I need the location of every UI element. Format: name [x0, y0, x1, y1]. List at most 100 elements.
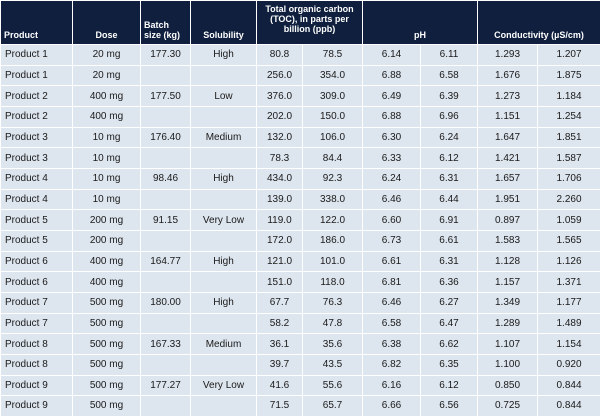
table-cell: 1.489 — [537, 312, 600, 335]
table-cell: 6.36 — [420, 271, 479, 293]
table-cell: 0.844 — [537, 374, 600, 397]
table-cell: 35.6 — [301, 333, 364, 355]
table-cell: 6.58 — [420, 64, 479, 87]
table-cell: 6.96 — [420, 105, 479, 128]
table-cell: 1.587 — [537, 147, 600, 169]
table-cell — [190, 188, 257, 211]
table-cell: 1.706 — [537, 167, 600, 190]
table-cell: 6.47 — [420, 312, 479, 335]
table-cell: 6.81 — [362, 271, 422, 293]
table-cell: Product 4 — [0, 167, 73, 190]
table-cell: 84.4 — [301, 147, 364, 169]
table-cell: 78.5 — [301, 44, 364, 66]
header-cell: Dose — [72, 0, 141, 45]
table-cell: 6.31 — [420, 250, 479, 273]
table-cell: 172.0 — [256, 229, 303, 252]
table-cell: Product 5 — [0, 209, 73, 231]
table-cell: 6.56 — [420, 395, 479, 416]
table-cell: Product 5 — [0, 229, 73, 252]
table-cell: 55.6 — [301, 374, 364, 397]
table-cell: 6.73 — [362, 229, 422, 252]
table-cell: 6.16 — [362, 374, 422, 397]
table-cell: 41.6 — [256, 374, 303, 397]
table-cell: 434.0 — [256, 167, 303, 190]
table-cell: 354.0 — [301, 64, 364, 87]
table-cell: 500 mg — [72, 374, 141, 397]
table-row: Product 3 10 mg 78.3 84.4 6.33 6.12 1.421 1.587 — [0, 147, 600, 169]
table-cell: 6.91 — [420, 209, 479, 231]
table-cell: 10 mg — [72, 147, 141, 169]
table-row: Product 1 20 mg 256.0 354.0 6.88 6.58 1.676 1.8… — [0, 64, 600, 87]
table-cell — [140, 105, 191, 128]
table-cell: High — [190, 167, 257, 190]
table-cell — [140, 188, 191, 211]
table-cell: 177.27 — [140, 374, 191, 397]
table-row: Product 2 400 mg 202.0 150.0 6.88 6.96 1.151 1.… — [0, 105, 600, 128]
table-cell: 76.3 — [301, 291, 364, 314]
table-cell: 164.77 — [140, 250, 191, 273]
table-cell: 150.0 — [301, 105, 364, 128]
header-cell: Solubility — [190, 0, 257, 45]
table-cell — [140, 353, 191, 376]
table-header: Product Dose Batch size (kg) Solubility … — [0, 0, 600, 45]
table-cell — [190, 353, 257, 376]
table-cell: 106.0 — [301, 126, 364, 149]
table-cell: 1.154 — [537, 333, 600, 355]
table-cell: Product 8 — [0, 333, 73, 355]
table-row: Product 4 10 mg 139.0 338.0 6.46 6.44 1.951 2.2… — [0, 188, 600, 211]
table-row: Product 9 500 mg 71.5 65.7 6.66 6.56 0.725 0.84… — [0, 395, 600, 416]
table-cell: 500 mg — [72, 395, 141, 416]
table-cell — [190, 312, 257, 335]
table-row: Product 3 10 mg 176.40 Medium 132.0 106.0 6.30… — [0, 126, 600, 149]
table-cell: 119.0 — [256, 209, 303, 231]
table-cell: Product 1 — [0, 44, 73, 66]
table-cell: 6.61 — [420, 229, 479, 252]
table-cell: 400 mg — [72, 271, 141, 293]
table-cell: Medium — [190, 126, 257, 149]
table-cell: 200 mg — [72, 209, 141, 231]
table-cell: 6.35 — [420, 353, 479, 376]
table-cell: 400 mg — [72, 85, 141, 107]
table-cell: Very Low — [190, 374, 257, 397]
table-cell: 78.3 — [256, 147, 303, 169]
table-cell — [140, 229, 191, 252]
table-cell: Low — [190, 85, 257, 107]
table-cell: 177.50 — [140, 85, 191, 107]
table-cell: 1.647 — [477, 126, 539, 149]
table-cell: 6.46 — [362, 291, 422, 314]
table-cell: 400 mg — [72, 250, 141, 273]
table-row: Product 5 200 mg 172.0 186.0 6.73 6.61 1.583 1.… — [0, 229, 600, 252]
table-cell — [140, 64, 191, 87]
table-cell — [190, 271, 257, 293]
table-row: Product 8 500 mg 39.7 43.5 6.82 6.35 1.100 0.92… — [0, 353, 600, 376]
table-cell: 1.273 — [477, 85, 539, 107]
header-cell: Product — [0, 0, 73, 45]
table-row: Product 7 500 mg 180.00 High 67.7 76.3 6.46 6.2… — [0, 291, 600, 314]
table-row: Product 9 500 mg 177.27 Very Low 41.6 55.6 6.1… — [0, 374, 600, 397]
table-cell: 256.0 — [256, 64, 303, 87]
table-cell — [190, 105, 257, 128]
table-cell: High — [190, 44, 257, 66]
table-cell: 1.583 — [477, 229, 539, 252]
table-cell: 6.82 — [362, 353, 422, 376]
table-cell: 132.0 — [256, 126, 303, 149]
table-cell — [140, 271, 191, 293]
table-cell: 39.7 — [256, 353, 303, 376]
table-cell — [190, 229, 257, 252]
table-cell: Very Low — [190, 209, 257, 231]
table-cell: 1.254 — [537, 105, 600, 128]
table-cell: Product 1 — [0, 64, 73, 87]
table-cell: 58.2 — [256, 312, 303, 335]
table-row: Product 5 200 mg 91.15 Very Low 119.0 122.0 6.… — [0, 209, 600, 231]
table-cell: 1.349 — [477, 291, 539, 314]
table-row: Product 8 500 mg 167.33 Medium 36.1 35.6 6.38 6… — [0, 333, 600, 355]
table-cell: 20 mg — [72, 64, 141, 87]
table-cell: 1.657 — [477, 167, 539, 190]
table-cell: 500 mg — [72, 353, 141, 376]
table-cell: 151.0 — [256, 271, 303, 293]
table-cell: 6.30 — [362, 126, 422, 149]
table-cell — [190, 395, 257, 416]
table-cell: Product 9 — [0, 395, 73, 416]
table-cell: 6.60 — [362, 209, 422, 231]
